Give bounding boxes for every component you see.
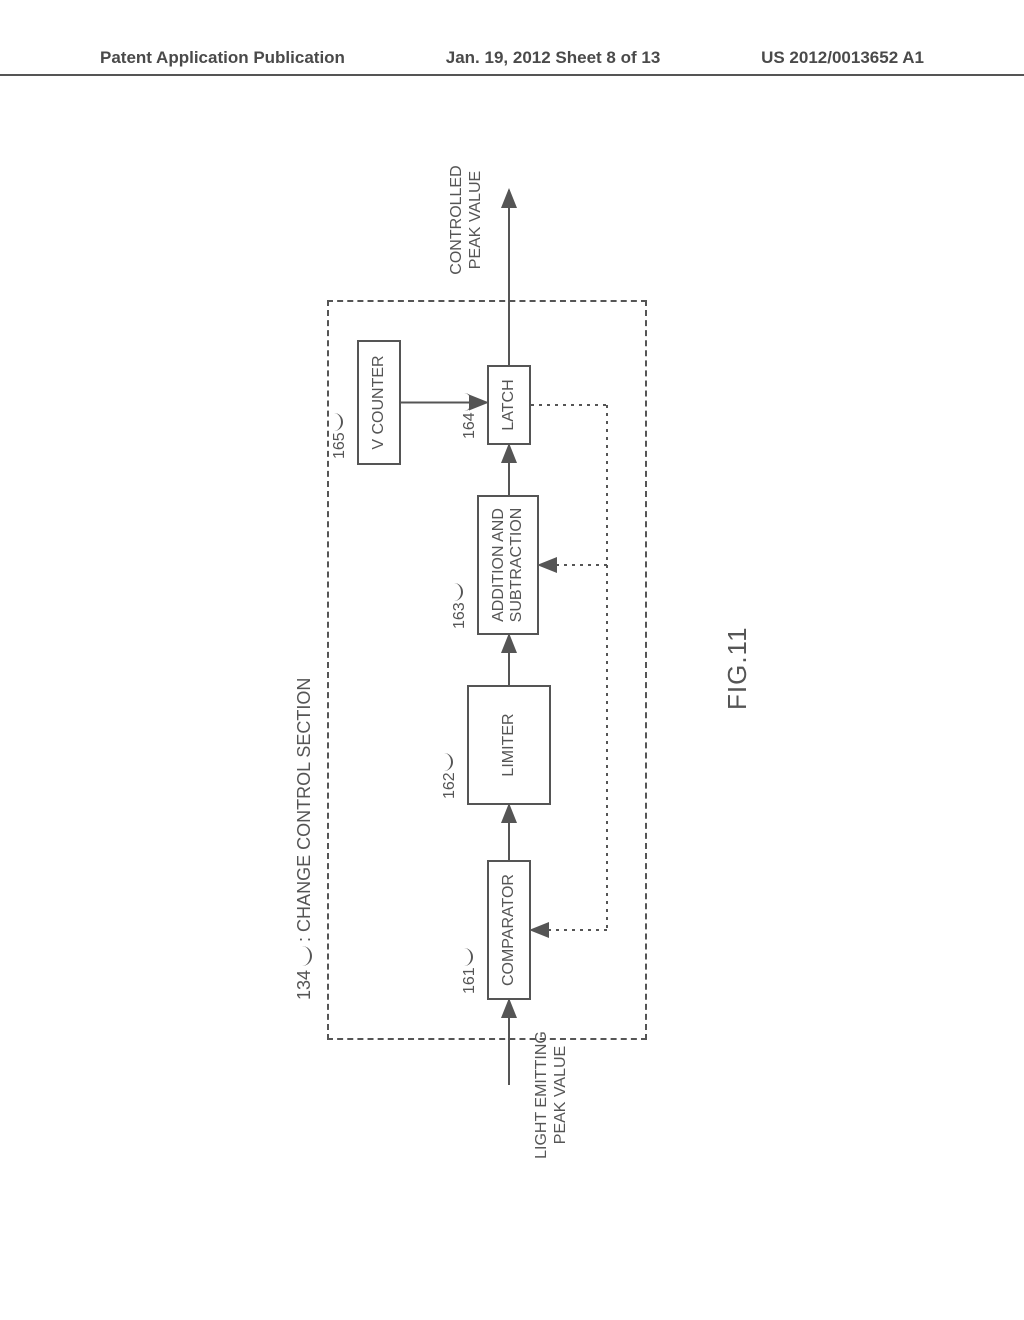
header-left: Patent Application Publication bbox=[100, 48, 345, 68]
block-diagram: 134: CHANGE CONTROL SECTION COMPARATOR L… bbox=[232, 170, 792, 1150]
arrow-layer bbox=[232, 170, 792, 1150]
diagram-rotated-container: 134: CHANGE CONTROL SECTION COMPARATOR L… bbox=[232, 170, 792, 1150]
header-right: US 2012/0013652 A1 bbox=[761, 48, 924, 68]
page-header: Patent Application Publication Jan. 19, … bbox=[0, 36, 1024, 76]
header-center: Jan. 19, 2012 Sheet 8 of 13 bbox=[446, 48, 661, 68]
